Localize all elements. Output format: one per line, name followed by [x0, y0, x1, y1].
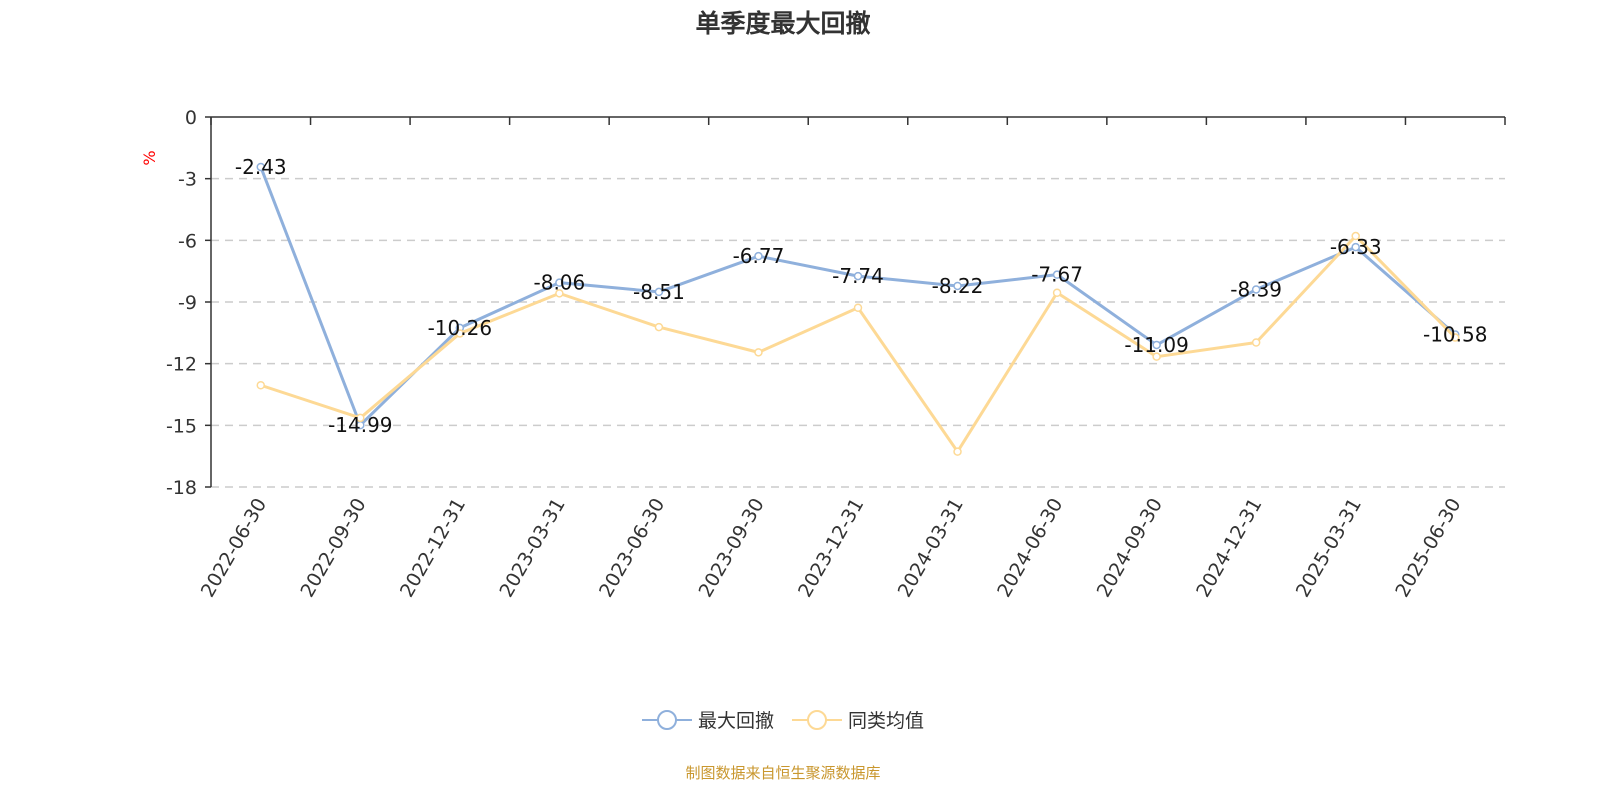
data-point: [853, 303, 863, 313]
y-tick-label: -15: [166, 415, 197, 437]
data-point: [1152, 352, 1161, 361]
y-tick-label: -3: [178, 169, 197, 191]
legend-line-circle-icon: [792, 709, 842, 730]
source-note: 制图数据来自恒生聚源数据库: [685, 764, 881, 782]
line-chart: 0 -3 -6 -9 -12 -15 -18% 2022-06-30 2022-09-30 202…: [140, 107, 1506, 602]
legend-label: 最大回撤: [697, 710, 774, 732]
data-label: -7.74: [832, 264, 884, 288]
x-tick-label: 2023-09-30: [695, 495, 769, 602]
x-tick-label: 2024-06-30: [993, 495, 1067, 602]
x-tick-label: 2025-03-31: [1292, 495, 1366, 602]
data-point: [1152, 340, 1161, 350]
data-label: -8.39: [1230, 277, 1282, 301]
data-point: [1251, 285, 1261, 294]
x-tick-label: 2023-06-30: [595, 495, 669, 602]
data-point: [1251, 338, 1261, 347]
legend-line-circle-icon: [641, 709, 692, 730]
data-point: [1351, 242, 1360, 252]
data-point: [1052, 270, 1062, 279]
data-point: [1450, 333, 1460, 342]
data-label: -2.43: [235, 155, 287, 179]
data-label: -8.22: [932, 274, 984, 298]
y-axis-label: %: [140, 150, 159, 165]
data-point: [754, 251, 763, 261]
x-tick-label: 2025-06-30: [1391, 495, 1465, 602]
x-tick-label: 2024-12-31: [1192, 495, 1266, 602]
data-point: [1052, 288, 1062, 297]
y-tick-label: -6: [178, 230, 197, 252]
data-point: [953, 447, 962, 456]
data-point: [654, 287, 664, 297]
data-point: [356, 413, 365, 423]
y-tick-label: 0: [185, 107, 197, 129]
x-tick-label: 2024-03-31: [894, 495, 968, 602]
x-tick-label: 2022-12-31: [396, 495, 470, 602]
data-point: [754, 348, 763, 357]
data-label: -6.33: [1330, 235, 1382, 259]
x-tick-label: 2024-09-30: [1093, 495, 1167, 602]
data-point: [953, 281, 962, 291]
x-tick-label: 2023-03-31: [495, 495, 569, 602]
data-label: -6.77: [733, 244, 785, 268]
x-tick-label: 2022-09-30: [296, 495, 370, 602]
data-point: [455, 329, 465, 338]
y-tick-label: -18: [166, 477, 197, 499]
y-tick-label: -9: [178, 292, 197, 314]
data-point: [1351, 231, 1360, 241]
data-label: -8.51: [633, 280, 685, 304]
legend-item[interactable]: 同类均值: [792, 706, 924, 733]
chart-title: 单季度最大回撤: [695, 9, 871, 38]
x-tick-label: 2023-12-31: [794, 495, 868, 602]
legend-label: 同类均值: [848, 710, 925, 732]
data-label: -8.06: [534, 271, 586, 295]
legend-item[interactable]: 最大回撤: [641, 706, 774, 733]
data-label: -7.67: [1031, 263, 1083, 287]
data-point: [555, 278, 564, 287]
data-point: [555, 289, 564, 298]
data-point: [256, 162, 266, 172]
data-point: [654, 322, 664, 332]
data-point: [853, 271, 863, 281]
data-label: -10.26: [428, 316, 492, 340]
series-1: [256, 231, 1460, 456]
data-label: -11.09: [1124, 333, 1188, 357]
data-label: -10.58: [1423, 322, 1487, 346]
legend: 最大回撤 同类均值: [0, 706, 1566, 733]
data-point: [256, 381, 266, 390]
x-tick-label: 2022-06-30: [197, 495, 271, 602]
y-tick-label: -12: [166, 354, 197, 376]
data-label: -14.99: [328, 413, 392, 437]
